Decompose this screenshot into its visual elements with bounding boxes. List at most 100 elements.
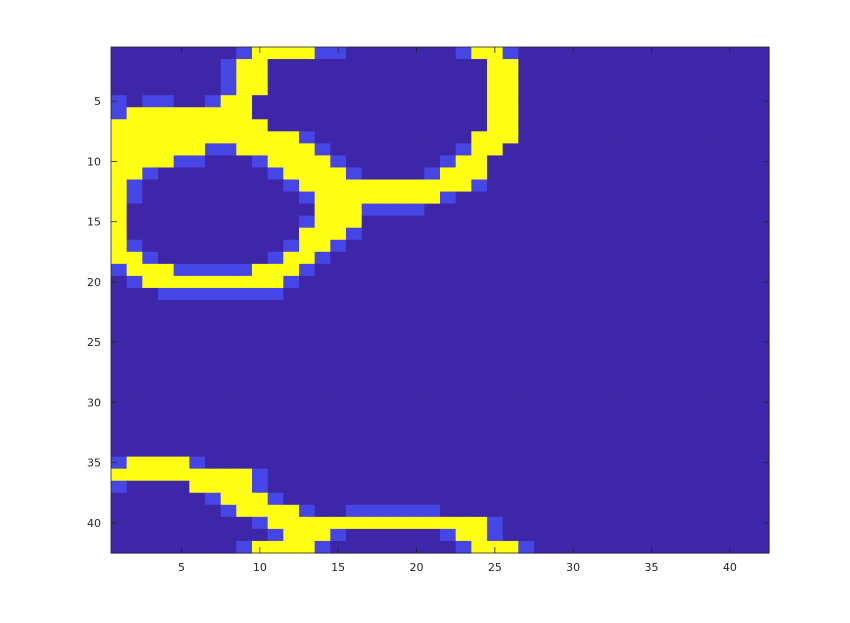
heatmap-cell — [738, 180, 754, 193]
heatmap-cell — [518, 155, 534, 168]
heatmap-cell — [597, 192, 613, 205]
heatmap-cell — [597, 180, 613, 193]
heatmap-cell — [221, 336, 237, 349]
heatmap-cell — [738, 143, 754, 156]
heatmap-cell — [581, 264, 597, 277]
heatmap-cell — [205, 396, 221, 409]
heatmap-cell — [706, 348, 722, 361]
heatmap-cell — [612, 204, 628, 217]
heatmap-cell — [612, 47, 628, 60]
heatmap-cell — [628, 240, 644, 253]
heatmap-cell — [550, 71, 566, 84]
heatmap-cell — [659, 408, 675, 421]
heatmap-cell — [221, 529, 237, 542]
heatmap-cell — [691, 360, 707, 373]
heatmap-cell — [252, 312, 268, 325]
heatmap-cell — [487, 204, 503, 217]
heatmap-cell — [550, 107, 566, 120]
heatmap-cell — [550, 252, 566, 265]
heatmap-cell — [362, 457, 378, 470]
heatmap-cell — [142, 47, 158, 60]
heatmap-cell — [550, 95, 566, 108]
heatmap-cell — [612, 457, 628, 470]
heatmap-cell — [236, 252, 252, 265]
heatmap-cell — [377, 505, 393, 518]
heatmap-cell — [550, 59, 566, 72]
heatmap-cell — [597, 517, 613, 530]
heatmap-cell — [409, 360, 425, 373]
heatmap-cell — [142, 180, 158, 193]
heatmap-cell — [127, 95, 143, 108]
heatmap-cell — [691, 59, 707, 72]
heatmap-cell — [346, 312, 362, 325]
heatmap-cell — [174, 204, 190, 217]
heatmap-cell — [471, 252, 487, 265]
heatmap-cell — [299, 348, 315, 361]
heatmap-cell — [393, 541, 409, 554]
heatmap-cell — [424, 529, 440, 542]
heatmap-cell — [518, 107, 534, 120]
heatmap-cell — [706, 457, 722, 470]
heatmap-cell — [236, 59, 252, 72]
heatmap-cell — [142, 457, 158, 470]
heatmap-cell — [236, 384, 252, 397]
heatmap-cell — [221, 155, 237, 168]
heatmap-cell — [189, 83, 205, 96]
heatmap-cell — [283, 469, 299, 482]
heatmap-cell — [205, 384, 221, 397]
heatmap-cell — [565, 348, 581, 361]
heatmap-cell — [221, 384, 237, 397]
heatmap-cell — [597, 59, 613, 72]
heatmap-cell — [487, 119, 503, 132]
heatmap-cell — [236, 445, 252, 458]
heatmap-cell — [189, 264, 205, 277]
heatmap-cell — [503, 517, 519, 530]
heatmap-cell — [111, 83, 127, 96]
heatmap-cell — [221, 95, 237, 108]
heatmap-cell — [205, 517, 221, 530]
heatmap-cell — [597, 384, 613, 397]
heatmap-cell — [174, 192, 190, 205]
heatmap-cell — [393, 95, 409, 108]
heatmap-cell — [503, 372, 519, 385]
heatmap-cell — [440, 288, 456, 301]
heatmap-cell — [440, 167, 456, 180]
heatmap-cell — [738, 131, 754, 144]
heatmap-cell — [205, 469, 221, 482]
heatmap-cell — [221, 107, 237, 120]
heatmap-cell — [205, 420, 221, 433]
heatmap-cell — [518, 119, 534, 132]
heatmap-cell — [236, 288, 252, 301]
heatmap-cell — [299, 83, 315, 96]
heatmap-cell — [691, 336, 707, 349]
heatmap-cell — [597, 324, 613, 337]
heatmap-cell — [221, 445, 237, 458]
heatmap-cell — [377, 312, 393, 325]
heatmap-cell — [565, 107, 581, 120]
heatmap-cell — [738, 71, 754, 84]
heatmap-cell — [362, 288, 378, 301]
heatmap-cell — [550, 372, 566, 385]
heatmap-cell — [189, 372, 205, 385]
heatmap-cell — [189, 59, 205, 72]
heatmap-cell — [362, 481, 378, 494]
heatmap-cell — [283, 348, 299, 361]
heatmap-cell — [659, 396, 675, 409]
heatmap-cell — [753, 420, 769, 433]
heatmap-cell — [362, 529, 378, 542]
heatmap-cell — [362, 384, 378, 397]
heatmap-cell — [393, 420, 409, 433]
heatmap-cell — [581, 180, 597, 193]
heatmap-cell — [111, 529, 127, 542]
heatmap-cell — [456, 155, 472, 168]
heatmap-cell — [189, 288, 205, 301]
heatmap-cell — [534, 312, 550, 325]
heatmap-cell — [597, 167, 613, 180]
heatmap-cell — [487, 143, 503, 156]
heatmap-cell — [612, 228, 628, 241]
heatmap-cell — [299, 541, 315, 554]
heatmap-cell — [142, 372, 158, 385]
heatmap-cell — [628, 47, 644, 60]
heatmap-cell — [346, 83, 362, 96]
heatmap-cell — [456, 420, 472, 433]
